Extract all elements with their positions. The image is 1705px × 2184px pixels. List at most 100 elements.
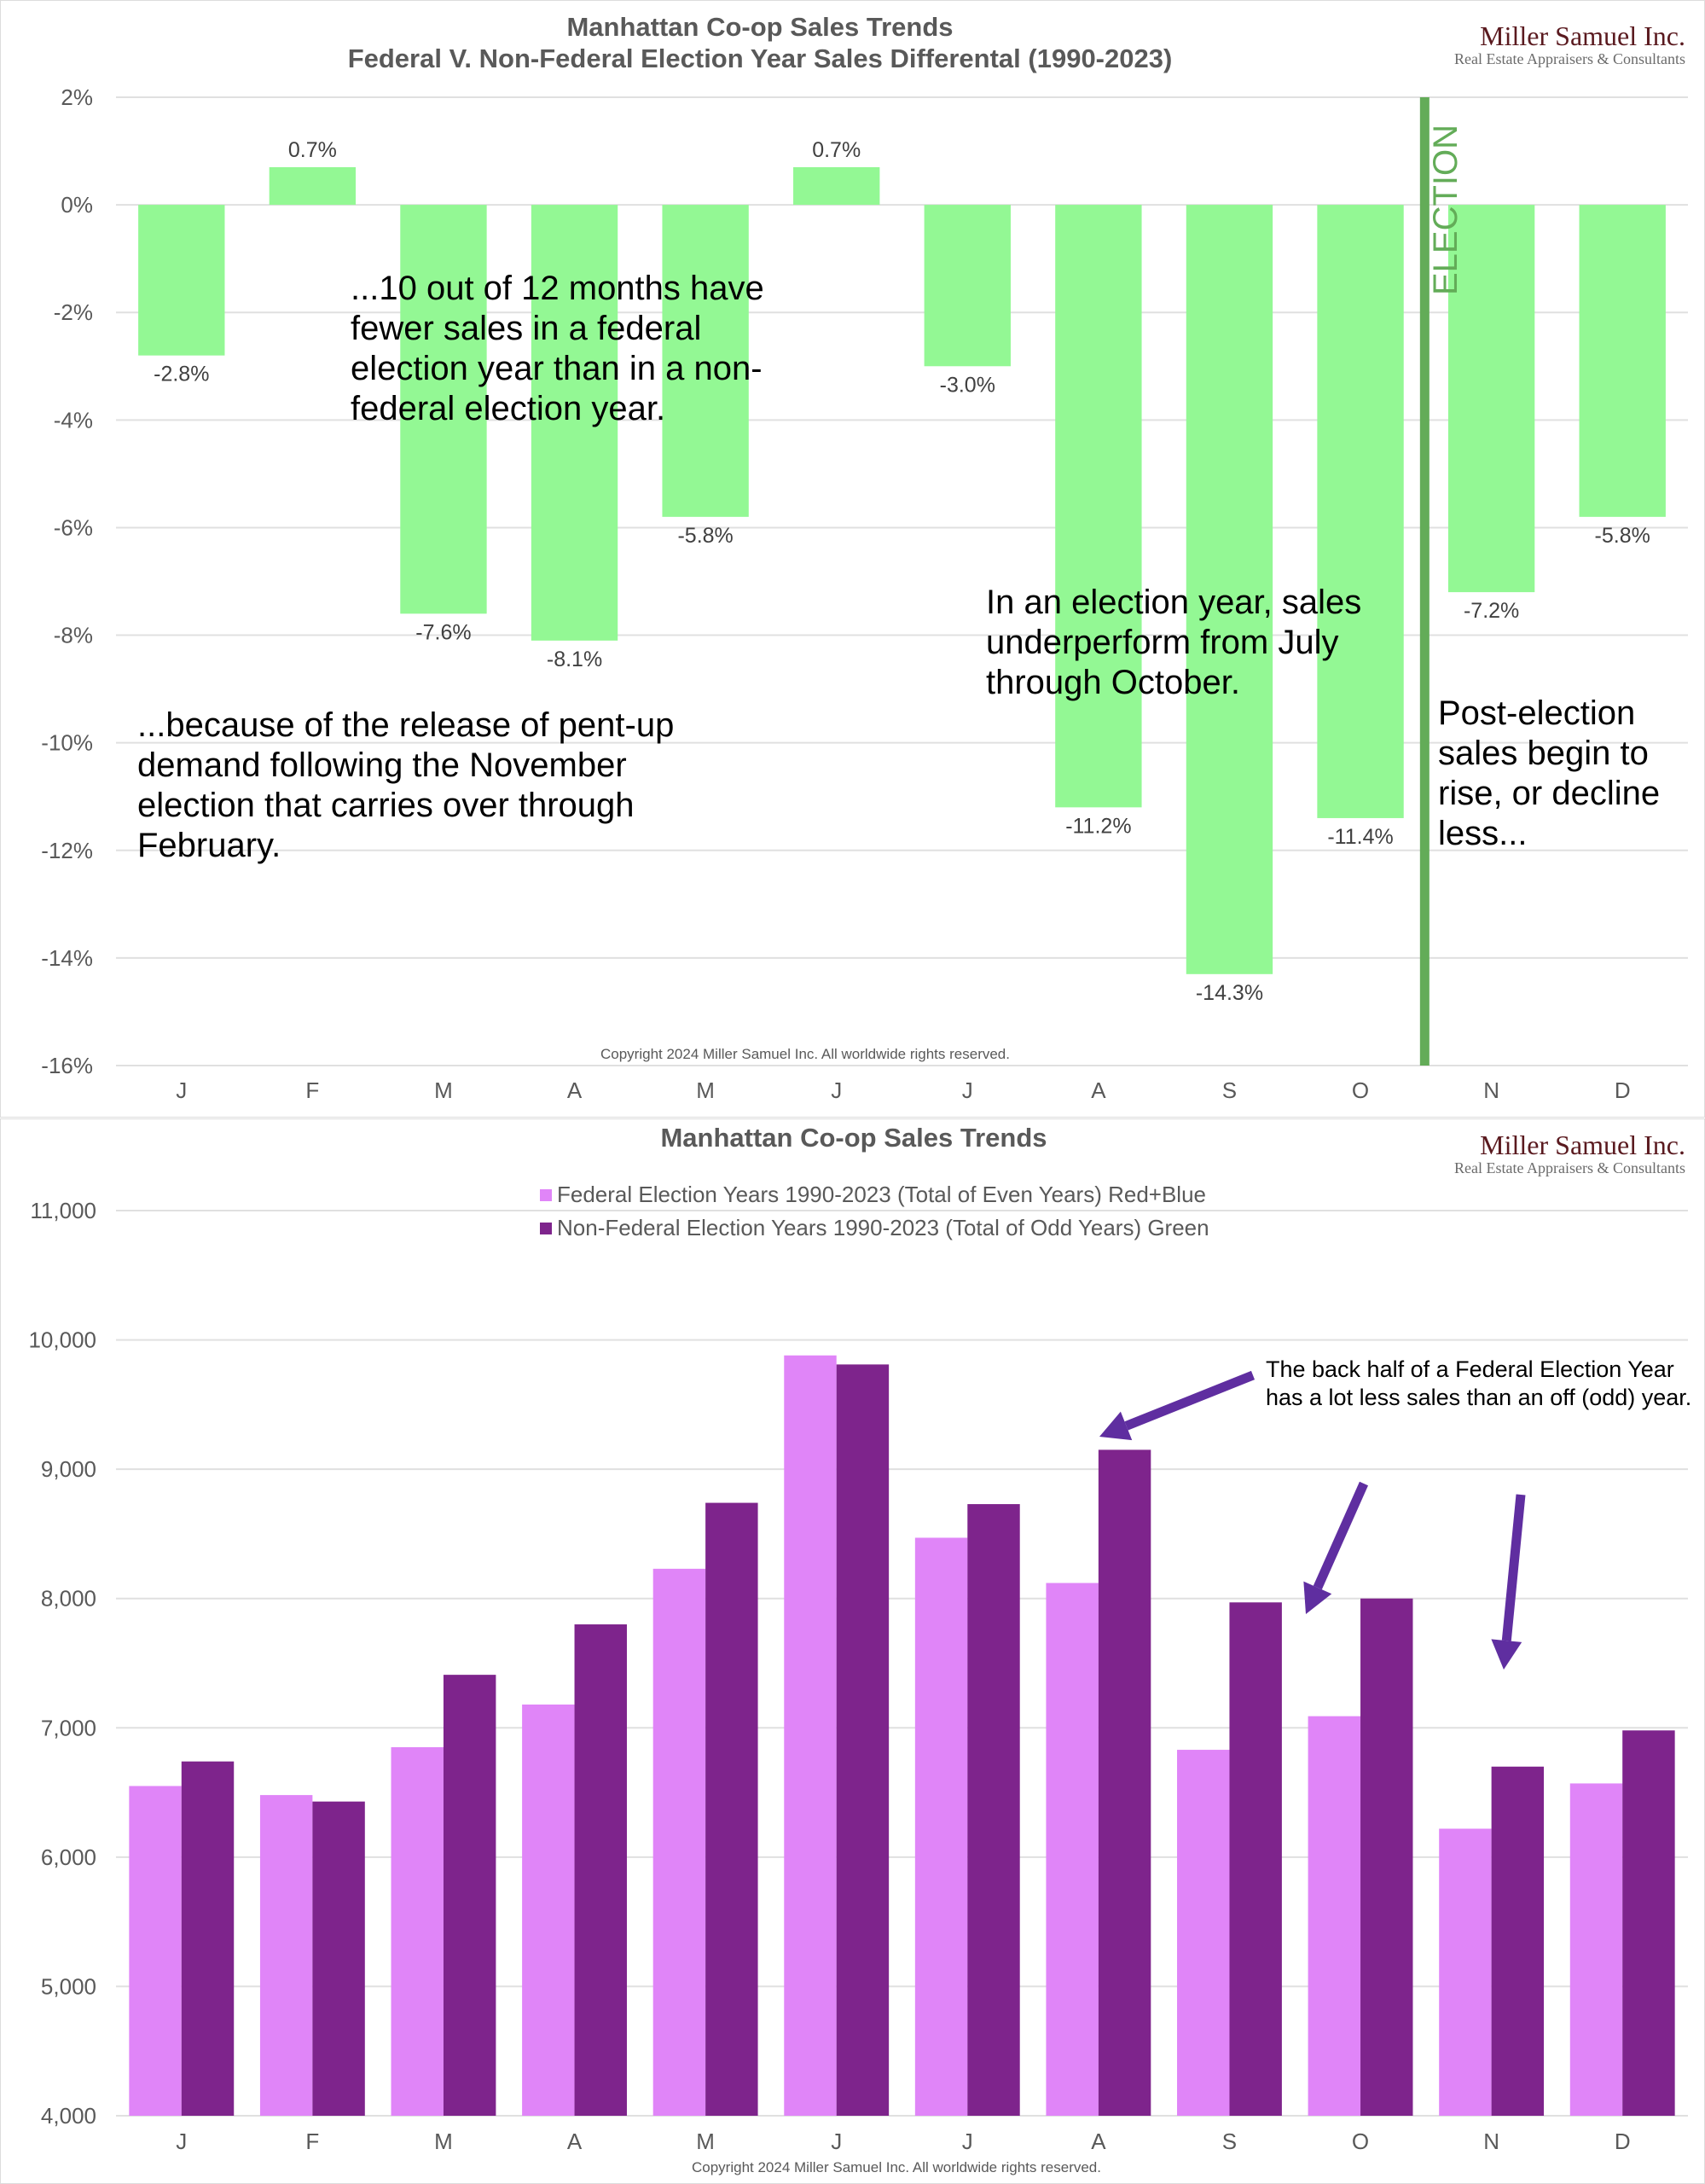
bar xyxy=(1186,205,1273,974)
x-tick-label: J xyxy=(962,2129,973,2154)
bar xyxy=(1447,205,1535,593)
y-tick-label: 0% xyxy=(61,192,93,218)
y-tick-label: -14% xyxy=(41,945,93,971)
x-tick-label: M xyxy=(434,1077,453,1103)
y-tick-label: 6,000 xyxy=(41,1844,96,1870)
x-tick-label: A xyxy=(567,1077,583,1103)
x-tick-label: A xyxy=(1091,1077,1106,1103)
bar xyxy=(531,205,618,641)
x-tick-label: F xyxy=(305,2129,319,2154)
x-tick-label: A xyxy=(567,2129,583,2154)
logo-tagline: Real Estate Appraisers & Consultants xyxy=(1454,50,1685,67)
bar-non-federal xyxy=(1098,1449,1151,2116)
x-tick-label: M xyxy=(434,2129,453,2154)
data-label: -3.0% xyxy=(940,373,995,397)
chart-subtitle: Federal V. Non-Federal Election Year Sal… xyxy=(348,44,1173,73)
arrow-icon xyxy=(1303,1481,1369,1614)
sales-chart-panel: Manhattan Co-op Sales Trends Miller Samu… xyxy=(0,1118,1705,2184)
data-label: -2.8% xyxy=(154,363,209,386)
y-tick-label: -6% xyxy=(54,514,93,540)
x-tick-label: F xyxy=(305,1077,319,1103)
bar-non-federal xyxy=(181,1761,235,2116)
data-label: -7.6% xyxy=(415,620,471,644)
arrow-icon xyxy=(1099,1370,1256,1441)
bar-federal xyxy=(259,1795,313,2116)
x-tick-label: J xyxy=(176,2129,187,2154)
logo-name: Miller Samuel Inc. xyxy=(1480,1130,1685,1160)
data-label: -5.8% xyxy=(677,524,733,548)
annotation-post-election: Post-election sales begin to rise, or decl… xyxy=(1438,694,1660,852)
y-tick-label: 7,000 xyxy=(41,1715,96,1740)
arrow-icon xyxy=(1491,1494,1526,1670)
x-tick-label: N xyxy=(1483,2129,1499,2154)
bar-federal xyxy=(1569,1783,1623,2116)
y-tick-label: -8% xyxy=(54,623,93,648)
y-tick-label: 2% xyxy=(61,84,93,110)
bar-federal xyxy=(1177,1750,1230,2116)
x-tick-label: S xyxy=(1222,1077,1237,1103)
bar xyxy=(1055,205,1142,808)
bar-non-federal xyxy=(1360,1598,1413,2116)
y-tick-label: -4% xyxy=(54,407,93,433)
sales-chart: Manhattan Co-op Sales Trends Miller Samu… xyxy=(28,1123,1691,2175)
logo: Miller Samuel Inc. Real Estate Appraiser… xyxy=(1454,1130,1685,1176)
x-tick-label: J xyxy=(962,1077,973,1103)
y-tick-label: 4,000 xyxy=(41,2103,96,2129)
x-tick-label: M xyxy=(696,2129,715,2154)
y-tick-label: 10,000 xyxy=(28,1327,96,1353)
logo-name: Miller Samuel Inc. xyxy=(1480,20,1685,51)
bar-non-federal xyxy=(1491,1766,1545,2116)
legend: Federal Election Years 1990-2023 (Total … xyxy=(540,1182,1209,1240)
y-tick-label: -10% xyxy=(41,730,93,756)
data-label: 0.7% xyxy=(288,138,337,162)
x-tick-label: J xyxy=(831,2129,842,2154)
bar-federal xyxy=(914,1537,968,2116)
bar-federal xyxy=(391,1747,444,2116)
bar-non-federal xyxy=(705,1502,758,2116)
annotation-pent-up: ...because of the release of pent-up dema… xyxy=(137,706,674,864)
bar-non-federal xyxy=(443,1675,496,2116)
legend-swatch-federal xyxy=(540,1189,552,1201)
annotation-ten-of-twelve: ...10 out of 12 months have fewer sales i… xyxy=(351,270,764,427)
bar xyxy=(1579,205,1666,517)
x-tick-label: J xyxy=(176,1077,187,1103)
bar-federal xyxy=(784,1355,837,2116)
y-tick-label: -2% xyxy=(54,299,93,325)
legend-swatch-non-federal xyxy=(540,1223,552,1234)
legend-label-federal: Federal Election Years 1990-2023 (Total … xyxy=(557,1182,1206,1207)
bar xyxy=(924,205,1011,367)
logo-tagline: Real Estate Appraisers & Consultants xyxy=(1454,1159,1685,1176)
data-label: -5.8% xyxy=(1595,524,1650,548)
chart-title: Manhattan Co-op Sales Trends xyxy=(660,1123,1047,1153)
bar-federal xyxy=(1046,1583,1099,2116)
bar-federal xyxy=(129,1786,182,2116)
x-tick-label: D xyxy=(1615,1077,1631,1103)
x-tick-label: S xyxy=(1222,2129,1237,2154)
differential-chart-panel: Manhattan Co-op Sales Trends Federal V. … xyxy=(0,0,1705,1118)
annotation-back-half: The back half of a Federal Election Year… xyxy=(1266,1356,1691,1410)
bar xyxy=(400,205,487,614)
copyright: Copyright 2024 Miller Samuel Inc. All wo… xyxy=(600,1046,1010,1062)
data-label: -11.4% xyxy=(1327,825,1393,849)
bar-non-federal xyxy=(1622,1730,1675,2116)
annotation-underperform: In an election year, sales underperform f… xyxy=(986,584,1361,701)
bar xyxy=(138,205,225,356)
y-tick-label: 5,000 xyxy=(41,1973,96,1999)
y-tick-label: -16% xyxy=(41,1053,93,1078)
data-label: -7.2% xyxy=(1464,599,1519,623)
data-label: 0.7% xyxy=(812,138,861,162)
y-tick-label: 11,000 xyxy=(30,1198,96,1223)
differential-chart: Manhattan Co-op Sales Trends Federal V. … xyxy=(41,12,1688,1103)
bar-federal xyxy=(522,1705,575,2116)
bar-non-federal xyxy=(574,1624,627,2116)
data-label: -14.3% xyxy=(1196,981,1263,1005)
bar-federal xyxy=(652,1568,706,2116)
legend-label-non-federal: Non-Federal Election Years 1990-2023 (To… xyxy=(557,1215,1209,1240)
y-tick-label: -12% xyxy=(41,838,93,863)
bar xyxy=(269,166,357,206)
bar xyxy=(1317,205,1404,818)
x-tick-label: J xyxy=(831,1077,842,1103)
copyright: Copyright 2024 Miller Samuel Inc. All wo… xyxy=(692,2159,1101,2175)
chart-title: Manhattan Co-op Sales Trends xyxy=(566,12,953,42)
bar-non-federal xyxy=(836,1364,890,2116)
